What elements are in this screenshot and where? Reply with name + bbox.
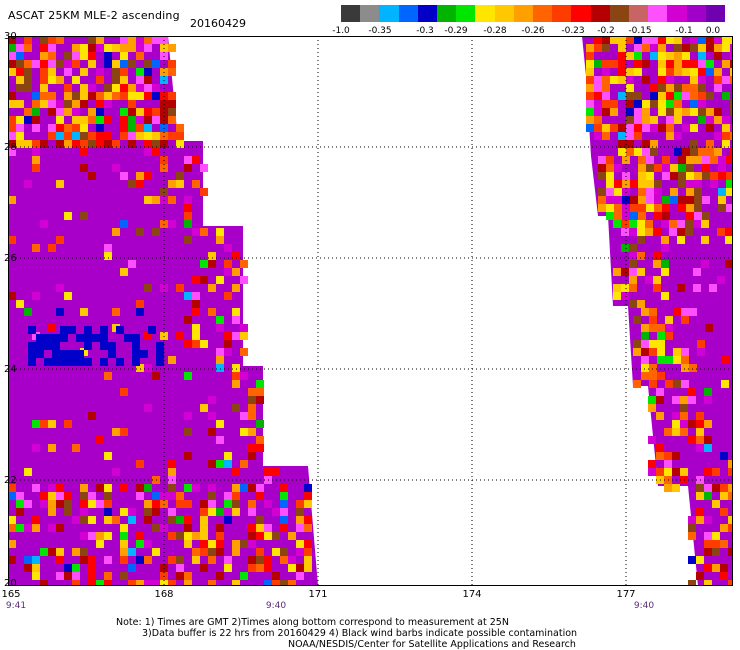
colorbar-segment	[533, 5, 553, 22]
lat-label-22: 22	[4, 475, 17, 486]
colorbar	[341, 5, 726, 22]
note-line-2: 3)Data buffer is 22 hrs from 20160429 4)…	[142, 628, 578, 639]
colorbar-segment	[609, 5, 630, 22]
colorbar-tick-label: -0.15	[628, 26, 652, 36]
colorbar-tick-label: -0.2	[597, 26, 615, 36]
time-label-left: 9:41	[5, 601, 27, 611]
note-line-3: NOAA/NESDIS/Center for Satellite Applica…	[288, 639, 576, 650]
lat-label-28: 28	[4, 142, 17, 153]
lon-label-177: 177	[616, 589, 636, 600]
map-border	[8, 36, 733, 586]
colorbar-tick-label: -0.35	[368, 26, 392, 36]
colorbar-tick-label: -0.3	[416, 26, 434, 36]
lat-label-26: 26	[4, 253, 17, 264]
lat-label-30: 30	[4, 31, 17, 42]
colorbar-tick-label: -0.1	[675, 26, 693, 36]
data-swaths	[8, 36, 733, 586]
colorbar-tick-label: 0.0	[705, 26, 721, 36]
note-line-1: Note: 1) Times are GMT 2)Times along bot…	[116, 617, 509, 628]
lon-label-171: 171	[308, 589, 328, 600]
lon-label-165: 165	[1, 589, 21, 600]
colorbar-segment	[648, 5, 668, 22]
chart-date: 20160429	[190, 17, 246, 30]
colorbar-segment	[475, 5, 495, 22]
colorbar-tick-label: -0.29	[444, 26, 468, 36]
colorbar-segment	[571, 5, 591, 22]
colorbar-segment	[686, 5, 706, 22]
colorbar-segment	[590, 5, 610, 22]
colorbar-segment	[379, 5, 399, 22]
map-panel	[8, 36, 733, 586]
colorbar-segment	[705, 5, 726, 22]
colorbar-tick-label: -1.0	[332, 26, 350, 36]
colorbar-tick-label: -0.26	[521, 26, 545, 36]
colorbar-tick-label: -0.28	[483, 26, 507, 36]
time-label-right: 9:40	[633, 601, 655, 611]
colorbar-segment	[437, 5, 457, 22]
colorbar-tick-label: -0.23	[561, 26, 585, 36]
colorbar-segment	[398, 5, 418, 22]
colorbar-segment	[667, 5, 687, 22]
lon-label-168: 168	[154, 589, 174, 600]
chart-title: ASCAT 25KM MLE-2 ascending	[8, 9, 180, 22]
lat-label-20: 20	[4, 578, 17, 589]
left-swath	[8, 36, 318, 586]
time-label-mid: 9:40	[265, 601, 287, 611]
colorbar-segment	[513, 5, 534, 22]
colorbar-segment	[417, 5, 438, 22]
colorbar-segment	[552, 5, 572, 22]
lat-label-24: 24	[4, 364, 17, 375]
colorbar-segment	[360, 5, 380, 22]
colorbar-segment	[629, 5, 649, 22]
colorbar-segment	[341, 5, 361, 22]
colorbar-segment	[494, 5, 514, 22]
grid-lines	[8, 36, 733, 586]
lon-label-174: 174	[462, 589, 482, 600]
colorbar-segment	[456, 5, 476, 22]
